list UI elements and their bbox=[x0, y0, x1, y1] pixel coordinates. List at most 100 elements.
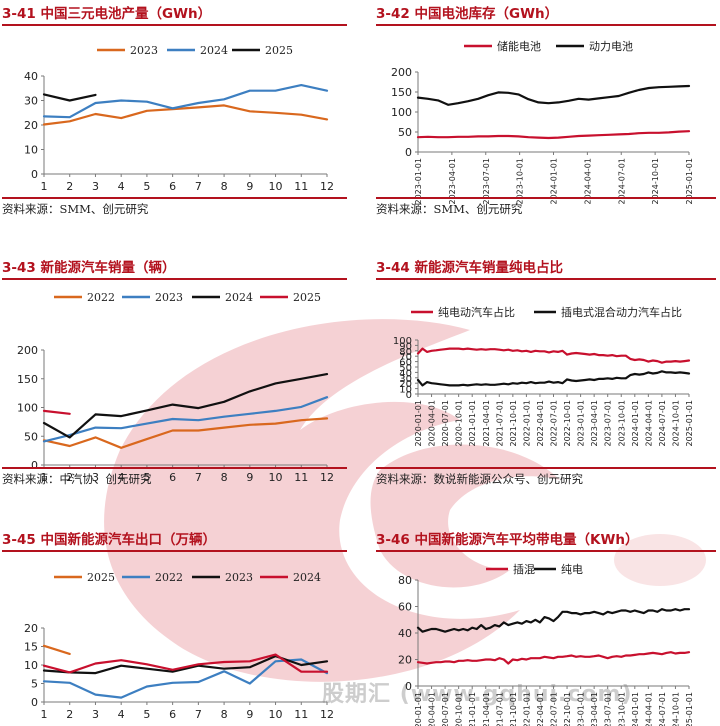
data-point bbox=[421, 347, 424, 350]
x-tick-label: 5 bbox=[143, 180, 150, 193]
data-point bbox=[457, 102, 459, 104]
data-point bbox=[674, 372, 677, 374]
data-point bbox=[534, 382, 537, 384]
data-point bbox=[575, 612, 577, 614]
legend-label: 2023 bbox=[225, 571, 253, 584]
data-point bbox=[417, 379, 419, 381]
data-point bbox=[615, 377, 618, 379]
data-point bbox=[652, 652, 654, 654]
data-point bbox=[68, 413, 71, 415]
data-point bbox=[512, 382, 514, 384]
data-point bbox=[457, 384, 460, 387]
data-point bbox=[68, 671, 71, 674]
data-point bbox=[146, 667, 148, 670]
data-point bbox=[462, 384, 464, 386]
data-point bbox=[588, 656, 591, 658]
y-tick-label: 10 bbox=[399, 385, 412, 396]
x-tick-label: 11 bbox=[294, 708, 308, 721]
data-point bbox=[625, 377, 627, 380]
data-point bbox=[430, 662, 433, 664]
data-point bbox=[485, 658, 487, 661]
series-line-2023 bbox=[42, 654, 329, 675]
y-tick-label: 80 bbox=[399, 347, 412, 358]
data-point bbox=[530, 621, 532, 624]
legend-label: 2024 bbox=[200, 44, 228, 57]
data-point bbox=[668, 131, 670, 134]
data-point bbox=[68, 99, 71, 102]
data-point bbox=[223, 670, 225, 673]
data-point bbox=[678, 130, 680, 133]
data-point bbox=[274, 410, 277, 412]
data-point bbox=[688, 372, 690, 375]
data-point bbox=[444, 348, 446, 350]
data-point bbox=[688, 85, 690, 87]
data-point bbox=[417, 96, 419, 99]
data-point bbox=[679, 652, 681, 654]
x-tick-label: 2024-10-01 bbox=[651, 158, 660, 205]
data-point bbox=[120, 659, 122, 661]
data-point bbox=[688, 359, 690, 362]
legend-label: 2025 bbox=[265, 44, 293, 57]
x-tick-label: 1 bbox=[41, 471, 48, 484]
data-point bbox=[489, 348, 492, 350]
data-point bbox=[439, 348, 442, 351]
data-point bbox=[503, 658, 505, 661]
series-line-series bbox=[416, 84, 691, 106]
data-point bbox=[593, 611, 595, 613]
data-point bbox=[489, 384, 492, 386]
data-point bbox=[120, 696, 122, 699]
data-point bbox=[448, 384, 451, 387]
data-point bbox=[197, 102, 200, 104]
data-point bbox=[326, 396, 328, 398]
data-point bbox=[94, 436, 97, 439]
data-point bbox=[512, 622, 514, 625]
data-point bbox=[652, 372, 654, 375]
data-point bbox=[566, 655, 568, 657]
series-line-series bbox=[416, 130, 691, 140]
data-point bbox=[579, 613, 582, 616]
source-note: 资料来源：中汽协、创元研究 bbox=[2, 472, 152, 486]
y-tick-label: 10 bbox=[24, 144, 38, 157]
data-point bbox=[94, 426, 97, 429]
data-point bbox=[539, 350, 541, 353]
data-point bbox=[68, 434, 71, 436]
data-point bbox=[249, 666, 251, 668]
y-tick-label: 15 bbox=[24, 641, 38, 654]
data-point bbox=[197, 419, 200, 421]
data-point bbox=[602, 656, 604, 658]
data-point bbox=[658, 86, 660, 88]
data-point bbox=[584, 379, 586, 381]
data-point bbox=[688, 130, 690, 132]
data-point bbox=[471, 660, 473, 662]
x-tick-label: 2020-10-01 bbox=[455, 400, 464, 447]
data-point bbox=[68, 116, 71, 118]
data-point bbox=[94, 413, 97, 416]
data-point bbox=[628, 92, 630, 94]
data-point bbox=[552, 381, 555, 384]
data-point bbox=[507, 135, 510, 137]
data-point bbox=[570, 352, 573, 355]
series-line-2024 bbox=[42, 372, 329, 439]
data-point bbox=[625, 654, 627, 657]
x-tick-label: 2024-10-01 bbox=[671, 400, 680, 447]
data-point bbox=[457, 660, 460, 662]
data-point bbox=[197, 106, 200, 109]
data-point bbox=[597, 612, 600, 614]
data-point bbox=[507, 92, 510, 94]
data-point bbox=[444, 384, 446, 386]
legend-label: 纯电动汽车占比 bbox=[438, 305, 515, 319]
data-point bbox=[439, 383, 442, 386]
series-line-2022 bbox=[42, 658, 329, 699]
data-point bbox=[656, 360, 659, 362]
x-tick-label: 2023-04-01 bbox=[590, 692, 599, 726]
data-point bbox=[525, 620, 528, 622]
data-point bbox=[489, 626, 492, 629]
data-point bbox=[467, 100, 469, 102]
y-tick-label: 20 bbox=[24, 622, 38, 635]
data-point bbox=[552, 657, 555, 659]
data-point bbox=[489, 658, 492, 661]
data-point bbox=[611, 612, 613, 614]
data-point bbox=[620, 377, 623, 380]
data-point bbox=[197, 429, 200, 432]
data-point bbox=[485, 348, 487, 351]
